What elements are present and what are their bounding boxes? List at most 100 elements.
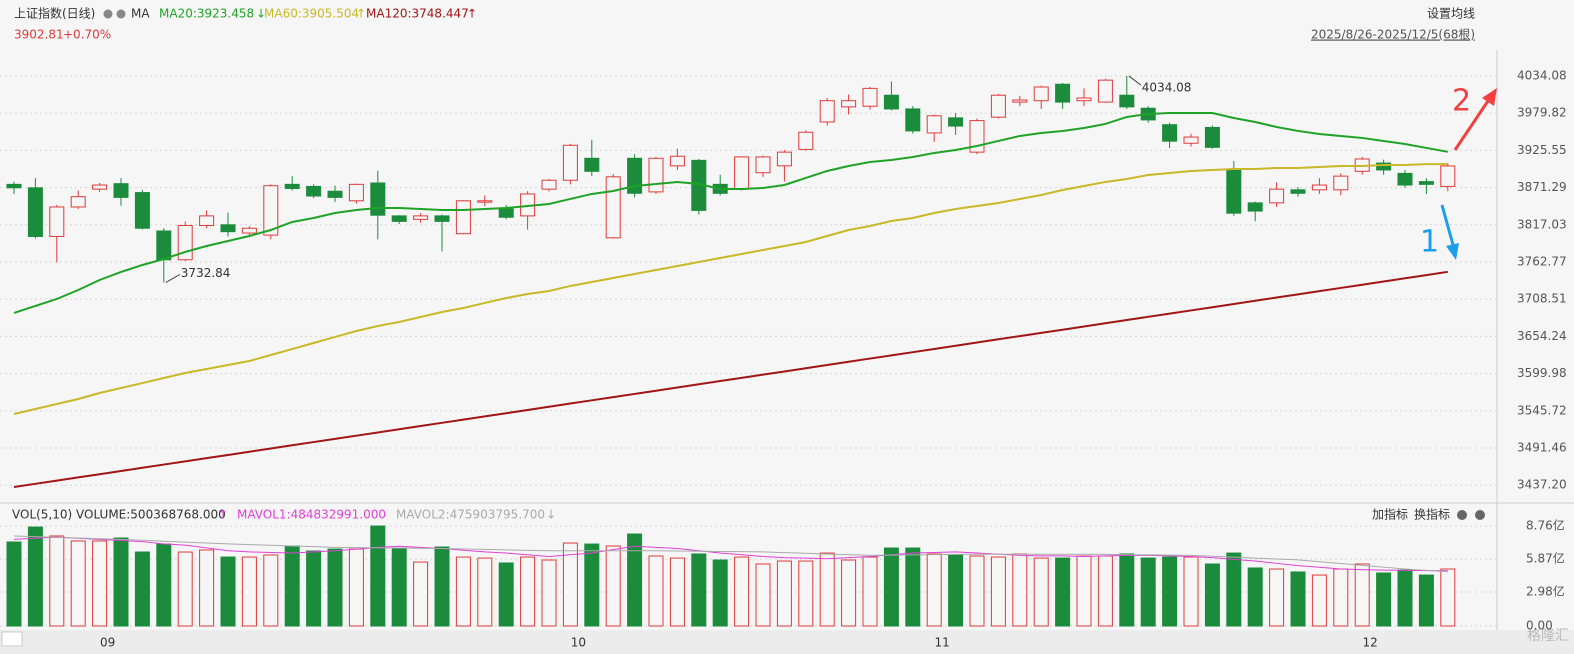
y-tick-label: 3654.24 bbox=[1517, 329, 1567, 343]
y-tick-label: 3708.51 bbox=[1517, 292, 1567, 306]
volume-bar bbox=[327, 548, 343, 627]
y-tick-label: 3871.29 bbox=[1517, 180, 1567, 194]
ma-trend: ↑ bbox=[356, 7, 366, 21]
candle-body bbox=[434, 215, 450, 222]
candle-body bbox=[1397, 172, 1413, 186]
volume-bar bbox=[6, 541, 22, 627]
candle-body bbox=[648, 157, 664, 193]
volume-bar bbox=[605, 545, 621, 627]
volume-bar bbox=[883, 547, 899, 627]
volume-bar bbox=[27, 526, 43, 627]
arrow-2 bbox=[1453, 97, 1492, 151]
candle-body bbox=[819, 100, 835, 123]
indicator-close[interactable] bbox=[1475, 510, 1485, 520]
scroll-button[interactable] bbox=[1, 631, 23, 647]
annotation-pointer bbox=[165, 274, 181, 283]
volume-bar bbox=[862, 556, 878, 627]
y-tick-label: 0.00 bbox=[1526, 619, 1553, 633]
y-tick-label: 3437.20 bbox=[1517, 478, 1567, 492]
mavol-legend: MAVOL2:475903795.700 bbox=[396, 508, 545, 522]
candle-body bbox=[1247, 202, 1263, 212]
volume-bar bbox=[455, 556, 471, 627]
watermark: 格隆汇 bbox=[1527, 628, 1569, 644]
volume-bar bbox=[712, 559, 728, 627]
x-tick-label: 11 bbox=[935, 636, 950, 650]
ma-line bbox=[13, 163, 1448, 416]
volume-bar bbox=[1397, 569, 1413, 627]
volume-bar bbox=[948, 554, 964, 627]
candle-body bbox=[1311, 184, 1327, 191]
candle-body bbox=[477, 200, 493, 203]
volume-bar bbox=[391, 547, 407, 627]
candle-body bbox=[1055, 83, 1071, 103]
volume-bar bbox=[1119, 553, 1135, 627]
candle-body bbox=[755, 156, 771, 174]
candle-body bbox=[27, 187, 43, 237]
volume-bar bbox=[905, 547, 921, 627]
candle-body bbox=[734, 156, 750, 190]
y-tick-label: 4034.08 bbox=[1517, 68, 1567, 82]
volume-bar bbox=[990, 556, 1006, 627]
candle-body bbox=[498, 208, 514, 218]
ma-settings[interactable]: 设置均线 bbox=[1427, 7, 1475, 21]
annotation-number: 1 bbox=[1420, 225, 1439, 260]
volume-bar bbox=[819, 552, 835, 627]
ma-trend: ↓ bbox=[256, 7, 266, 21]
volume-value: VOLUME:500368768.000 bbox=[76, 508, 226, 522]
ma-legend: MA20:3923.458 bbox=[159, 7, 254, 21]
volume-bar bbox=[156, 543, 172, 627]
volume-bar bbox=[498, 562, 514, 627]
volume-bar bbox=[520, 556, 536, 627]
volume-bar bbox=[648, 555, 664, 627]
candle-body bbox=[455, 200, 471, 235]
volume-bar bbox=[734, 556, 750, 627]
volume-bar bbox=[241, 556, 257, 627]
y-tick-label: 3979.82 bbox=[1517, 106, 1567, 120]
candle-body bbox=[177, 224, 193, 261]
y-tick-label: 3545.72 bbox=[1517, 403, 1567, 417]
volume-bar bbox=[134, 551, 150, 627]
volume-bar bbox=[1311, 574, 1327, 627]
y-tick-label: 3599.98 bbox=[1517, 366, 1567, 380]
candle-body bbox=[6, 183, 22, 189]
volume-bar bbox=[1162, 556, 1178, 627]
volume-bar bbox=[584, 543, 600, 627]
close-icon[interactable] bbox=[116, 9, 126, 19]
candle-body bbox=[862, 87, 878, 107]
indicator-settings[interactable] bbox=[1457, 510, 1467, 520]
candle-body bbox=[605, 176, 621, 239]
candle-body bbox=[948, 117, 964, 127]
candle-body bbox=[113, 183, 129, 198]
settings-icon[interactable] bbox=[103, 9, 113, 19]
volume-bar bbox=[1055, 557, 1071, 627]
candle-body bbox=[1119, 94, 1135, 108]
ma-line bbox=[13, 111, 1448, 314]
candle-body bbox=[1376, 162, 1392, 171]
volume-bar bbox=[434, 546, 450, 627]
candle-body bbox=[156, 230, 172, 261]
candle-body bbox=[926, 115, 942, 134]
candle-body bbox=[327, 190, 343, 198]
candle-body bbox=[905, 108, 921, 132]
volume-bar bbox=[1269, 568, 1285, 627]
x-tick-label: 12 bbox=[1363, 636, 1378, 650]
volume-bar bbox=[49, 535, 65, 627]
candle-body bbox=[92, 184, 108, 190]
candle-body bbox=[1440, 165, 1456, 187]
candle-body bbox=[1162, 124, 1178, 142]
candle-body bbox=[1183, 136, 1199, 144]
candle-body bbox=[134, 192, 150, 229]
volume-bar bbox=[1440, 568, 1456, 627]
candle-body bbox=[348, 183, 364, 202]
date-range[interactable]: 2025/8/26-2025/12/5(68根) bbox=[1311, 28, 1475, 42]
volume-bar bbox=[1290, 571, 1306, 627]
price-change: +0.70% bbox=[63, 28, 111, 42]
y-tick-label: 3491.46 bbox=[1517, 440, 1567, 454]
candle-body bbox=[70, 196, 86, 208]
add-indicator[interactable]: 加指标 bbox=[1372, 507, 1408, 522]
candle-body bbox=[541, 179, 557, 190]
switch-indicator[interactable]: 换指标 bbox=[1414, 507, 1450, 522]
candle-body bbox=[306, 185, 322, 197]
ma-line bbox=[13, 535, 1448, 573]
